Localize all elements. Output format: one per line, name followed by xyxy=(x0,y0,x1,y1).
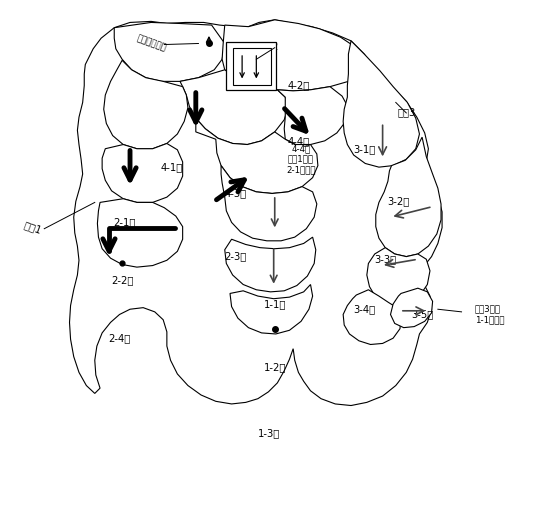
Text: 1-3段: 1-3段 xyxy=(258,428,281,438)
Text: 4-2段: 4-2段 xyxy=(287,80,310,90)
Text: 1-2段: 1-2段 xyxy=(264,362,286,372)
Text: 3-2段: 3-2段 xyxy=(388,196,409,206)
Polygon shape xyxy=(343,290,401,344)
Polygon shape xyxy=(222,20,364,91)
Polygon shape xyxy=(102,143,183,203)
Text: 3-5段: 3-5段 xyxy=(411,309,433,320)
Polygon shape xyxy=(277,87,348,144)
Polygon shape xyxy=(225,237,316,292)
Bar xyxy=(226,42,276,90)
Text: 班组1: 班组1 xyxy=(22,220,43,235)
Bar xyxy=(232,48,270,85)
Text: 4-4段: 4-4段 xyxy=(287,136,310,146)
Polygon shape xyxy=(221,166,317,241)
Text: 4-1段: 4-1段 xyxy=(161,162,183,172)
Polygon shape xyxy=(343,41,419,167)
Text: 2-2段: 2-2段 xyxy=(111,275,133,285)
Polygon shape xyxy=(390,288,433,327)
Polygon shape xyxy=(104,60,188,149)
Text: 班组3: 班组3 xyxy=(397,107,416,117)
Polygon shape xyxy=(367,248,430,306)
Text: 3-4段: 3-4段 xyxy=(353,304,375,314)
Polygon shape xyxy=(69,20,442,406)
Polygon shape xyxy=(376,137,441,257)
Text: 4-3段: 4-3段 xyxy=(224,188,246,198)
Polygon shape xyxy=(97,199,183,267)
Polygon shape xyxy=(196,118,318,194)
Text: 3-3段: 3-3段 xyxy=(374,254,396,264)
Text: 2-1段: 2-1段 xyxy=(114,217,136,227)
Text: 转入上部结构: 转入上部结构 xyxy=(135,34,167,53)
Polygon shape xyxy=(180,70,288,144)
Text: 班组2: 班组2 xyxy=(260,41,279,51)
Polygon shape xyxy=(114,22,225,81)
Text: 1-1段: 1-1段 xyxy=(264,299,286,309)
Text: 2-3段: 2-3段 xyxy=(224,252,246,262)
Text: 4-4段
班组1转入
2-1段施工: 4-4段 班组1转入 2-1段施工 xyxy=(286,144,316,174)
Polygon shape xyxy=(230,285,312,334)
Text: 班组3转入
1-1段施工: 班组3转入 1-1段施工 xyxy=(475,305,504,324)
Text: 3-1段: 3-1段 xyxy=(353,144,375,154)
Text: 2-4段: 2-4段 xyxy=(109,333,130,343)
